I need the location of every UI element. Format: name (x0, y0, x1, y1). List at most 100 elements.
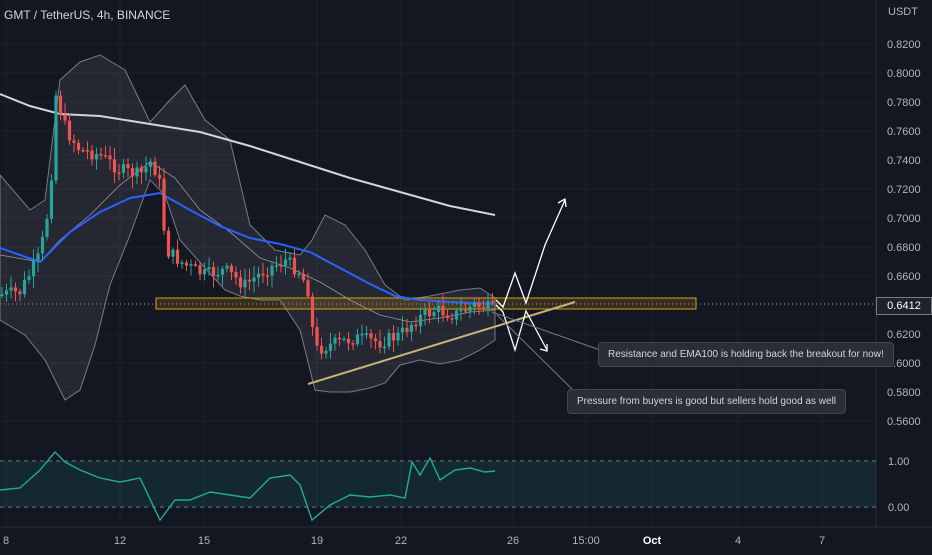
price-axis-label: 0.5800 (887, 387, 921, 399)
price-axis-label: 0.8000 (887, 68, 921, 80)
candle-body (243, 279, 247, 288)
bullish-arrowhead (557, 197, 567, 208)
candle-body (382, 346, 387, 349)
candle-body (72, 140, 76, 143)
annotation-pointer (491, 311, 601, 351)
candle-body (310, 296, 315, 328)
candle-body (31, 260, 36, 277)
candle-body (400, 327, 405, 333)
ema100-line (0, 191, 496, 305)
candle-body (418, 314, 423, 326)
price-axis-label: 0.6200 (887, 329, 921, 341)
candle-body (4, 290, 9, 295)
candle-body (238, 277, 243, 288)
candle-body (292, 257, 297, 275)
candle-body (301, 273, 306, 281)
candle-body (391, 333, 396, 341)
resistance-zone (155, 297, 697, 310)
resistance-zone-box (155, 297, 697, 310)
bearish-projection-line (495, 304, 548, 353)
currency-label: USDT (888, 6, 918, 18)
candle-body (274, 265, 279, 267)
pressure-annotation[interactable]: Pressure from buyers is good but sellers… (567, 389, 847, 414)
candle-body (432, 312, 436, 317)
candle-body (333, 337, 337, 344)
candle-body (396, 332, 400, 341)
candle-body (58, 95, 63, 115)
candle-body (225, 265, 229, 269)
candle-body (13, 287, 18, 292)
candle-body (265, 275, 270, 278)
bollinger-basis (0, 161, 496, 323)
candle-body (117, 172, 121, 174)
price-axis[interactable]: 0.8200 0.8000 0.7800 0.7600 0.7400 0.7200 0.70… (887, 39, 921, 514)
candle-body (229, 265, 234, 273)
candle-body (54, 95, 58, 181)
candle-body (441, 305, 445, 316)
price-axis-label: 0.5600 (887, 416, 921, 428)
candle-body (472, 302, 477, 307)
price-axis-label: 0.7800 (887, 97, 921, 109)
projection-arrows (491, 197, 601, 393)
candle-body (405, 327, 409, 333)
oscillator-panel (0, 450, 876, 522)
candle-body (175, 249, 180, 264)
time-axis-label: 26 (507, 535, 519, 547)
candle-body (171, 249, 175, 257)
candle-body (423, 309, 427, 315)
candle-body (63, 114, 67, 121)
candle-body (427, 309, 432, 317)
candle-body (477, 302, 481, 307)
candle-body (328, 343, 333, 351)
candle-body (436, 305, 441, 313)
chart-title: GMT / TetherUS, 4h, BINANCE (4, 8, 171, 22)
price-axis-label: 0.7000 (887, 213, 921, 225)
candle-body (49, 180, 54, 219)
candle-body (220, 268, 225, 275)
time-axis-label: 22 (395, 535, 407, 547)
bollinger-bands (0, 54, 496, 401)
candle-body (166, 230, 171, 257)
price-axis-label: 0.7600 (887, 126, 921, 138)
candle-body (193, 264, 198, 266)
candle-body (189, 264, 193, 266)
candle-body (67, 120, 72, 141)
current-price-tag: 0.6412 (876, 297, 932, 315)
candle-body (270, 265, 274, 276)
price-axis-label: 0.7400 (887, 155, 921, 167)
candle-body (76, 142, 81, 150)
candle-body (184, 262, 189, 266)
resistance-annotation[interactable]: Resistance and EMA100 is holding back th… (598, 342, 894, 367)
oscillator-axis-label: 1.00 (888, 456, 909, 468)
candle-body (445, 315, 450, 319)
candle-body (0, 294, 4, 297)
candle-body (22, 279, 27, 295)
candle-body (85, 150, 90, 152)
candle-body (162, 178, 166, 231)
candle-body (198, 265, 202, 275)
oscillator-line (0, 450, 496, 522)
time-axis[interactable]: 8 12 15 19 22 26 15:00 Oct 4 7 (3, 535, 825, 547)
candle-body (373, 338, 378, 342)
price-axis-label: 0.6600 (887, 271, 921, 283)
candle-body (40, 236, 45, 254)
candle-body (90, 150, 94, 160)
candle-body (144, 166, 148, 173)
candle-body (139, 167, 144, 173)
grid (0, 0, 932, 528)
candle-body (342, 338, 346, 341)
candle-body (450, 318, 454, 320)
candle-body (121, 164, 126, 173)
candle-body (283, 259, 288, 266)
candle-body (202, 269, 207, 275)
time-axis-label: 15:00 (572, 535, 600, 547)
candle-body (486, 301, 490, 310)
candle-body (211, 267, 216, 277)
candle-body (216, 274, 220, 277)
time-axis-label: Oct (643, 535, 662, 547)
candle-body (459, 309, 463, 312)
candle-body (463, 309, 468, 312)
candle-body (319, 345, 324, 354)
